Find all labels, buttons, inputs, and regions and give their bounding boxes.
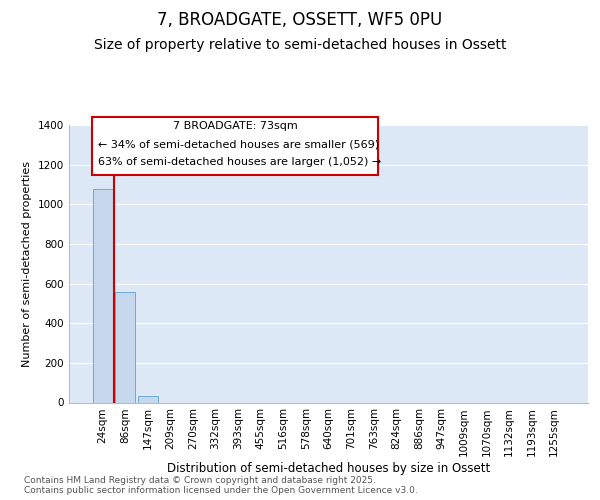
Text: ← 34% of semi-detached houses are smaller (569): ← 34% of semi-detached houses are smalle… — [98, 140, 379, 149]
X-axis label: Distribution of semi-detached houses by size in Ossett: Distribution of semi-detached houses by … — [167, 462, 490, 474]
Bar — [115, 292, 136, 403]
Text: 63% of semi-detached houses are larger (1,052) →: 63% of semi-detached houses are larger (… — [98, 158, 381, 168]
Text: 7, BROADGATE, OSSETT, WF5 0PU: 7, BROADGATE, OSSETT, WF5 0PU — [157, 11, 443, 29]
FancyBboxPatch shape — [92, 116, 378, 175]
Bar — [138, 396, 158, 402]
Text: Size of property relative to semi-detached houses in Ossett: Size of property relative to semi-detach… — [94, 38, 506, 52]
Y-axis label: Number of semi-detached properties: Number of semi-detached properties — [22, 161, 32, 367]
Text: 7 BROADGATE: 73sqm: 7 BROADGATE: 73sqm — [173, 122, 298, 132]
Text: Contains HM Land Registry data © Crown copyright and database right 2025.
Contai: Contains HM Land Registry data © Crown c… — [24, 476, 418, 495]
Bar — [92, 190, 113, 402]
